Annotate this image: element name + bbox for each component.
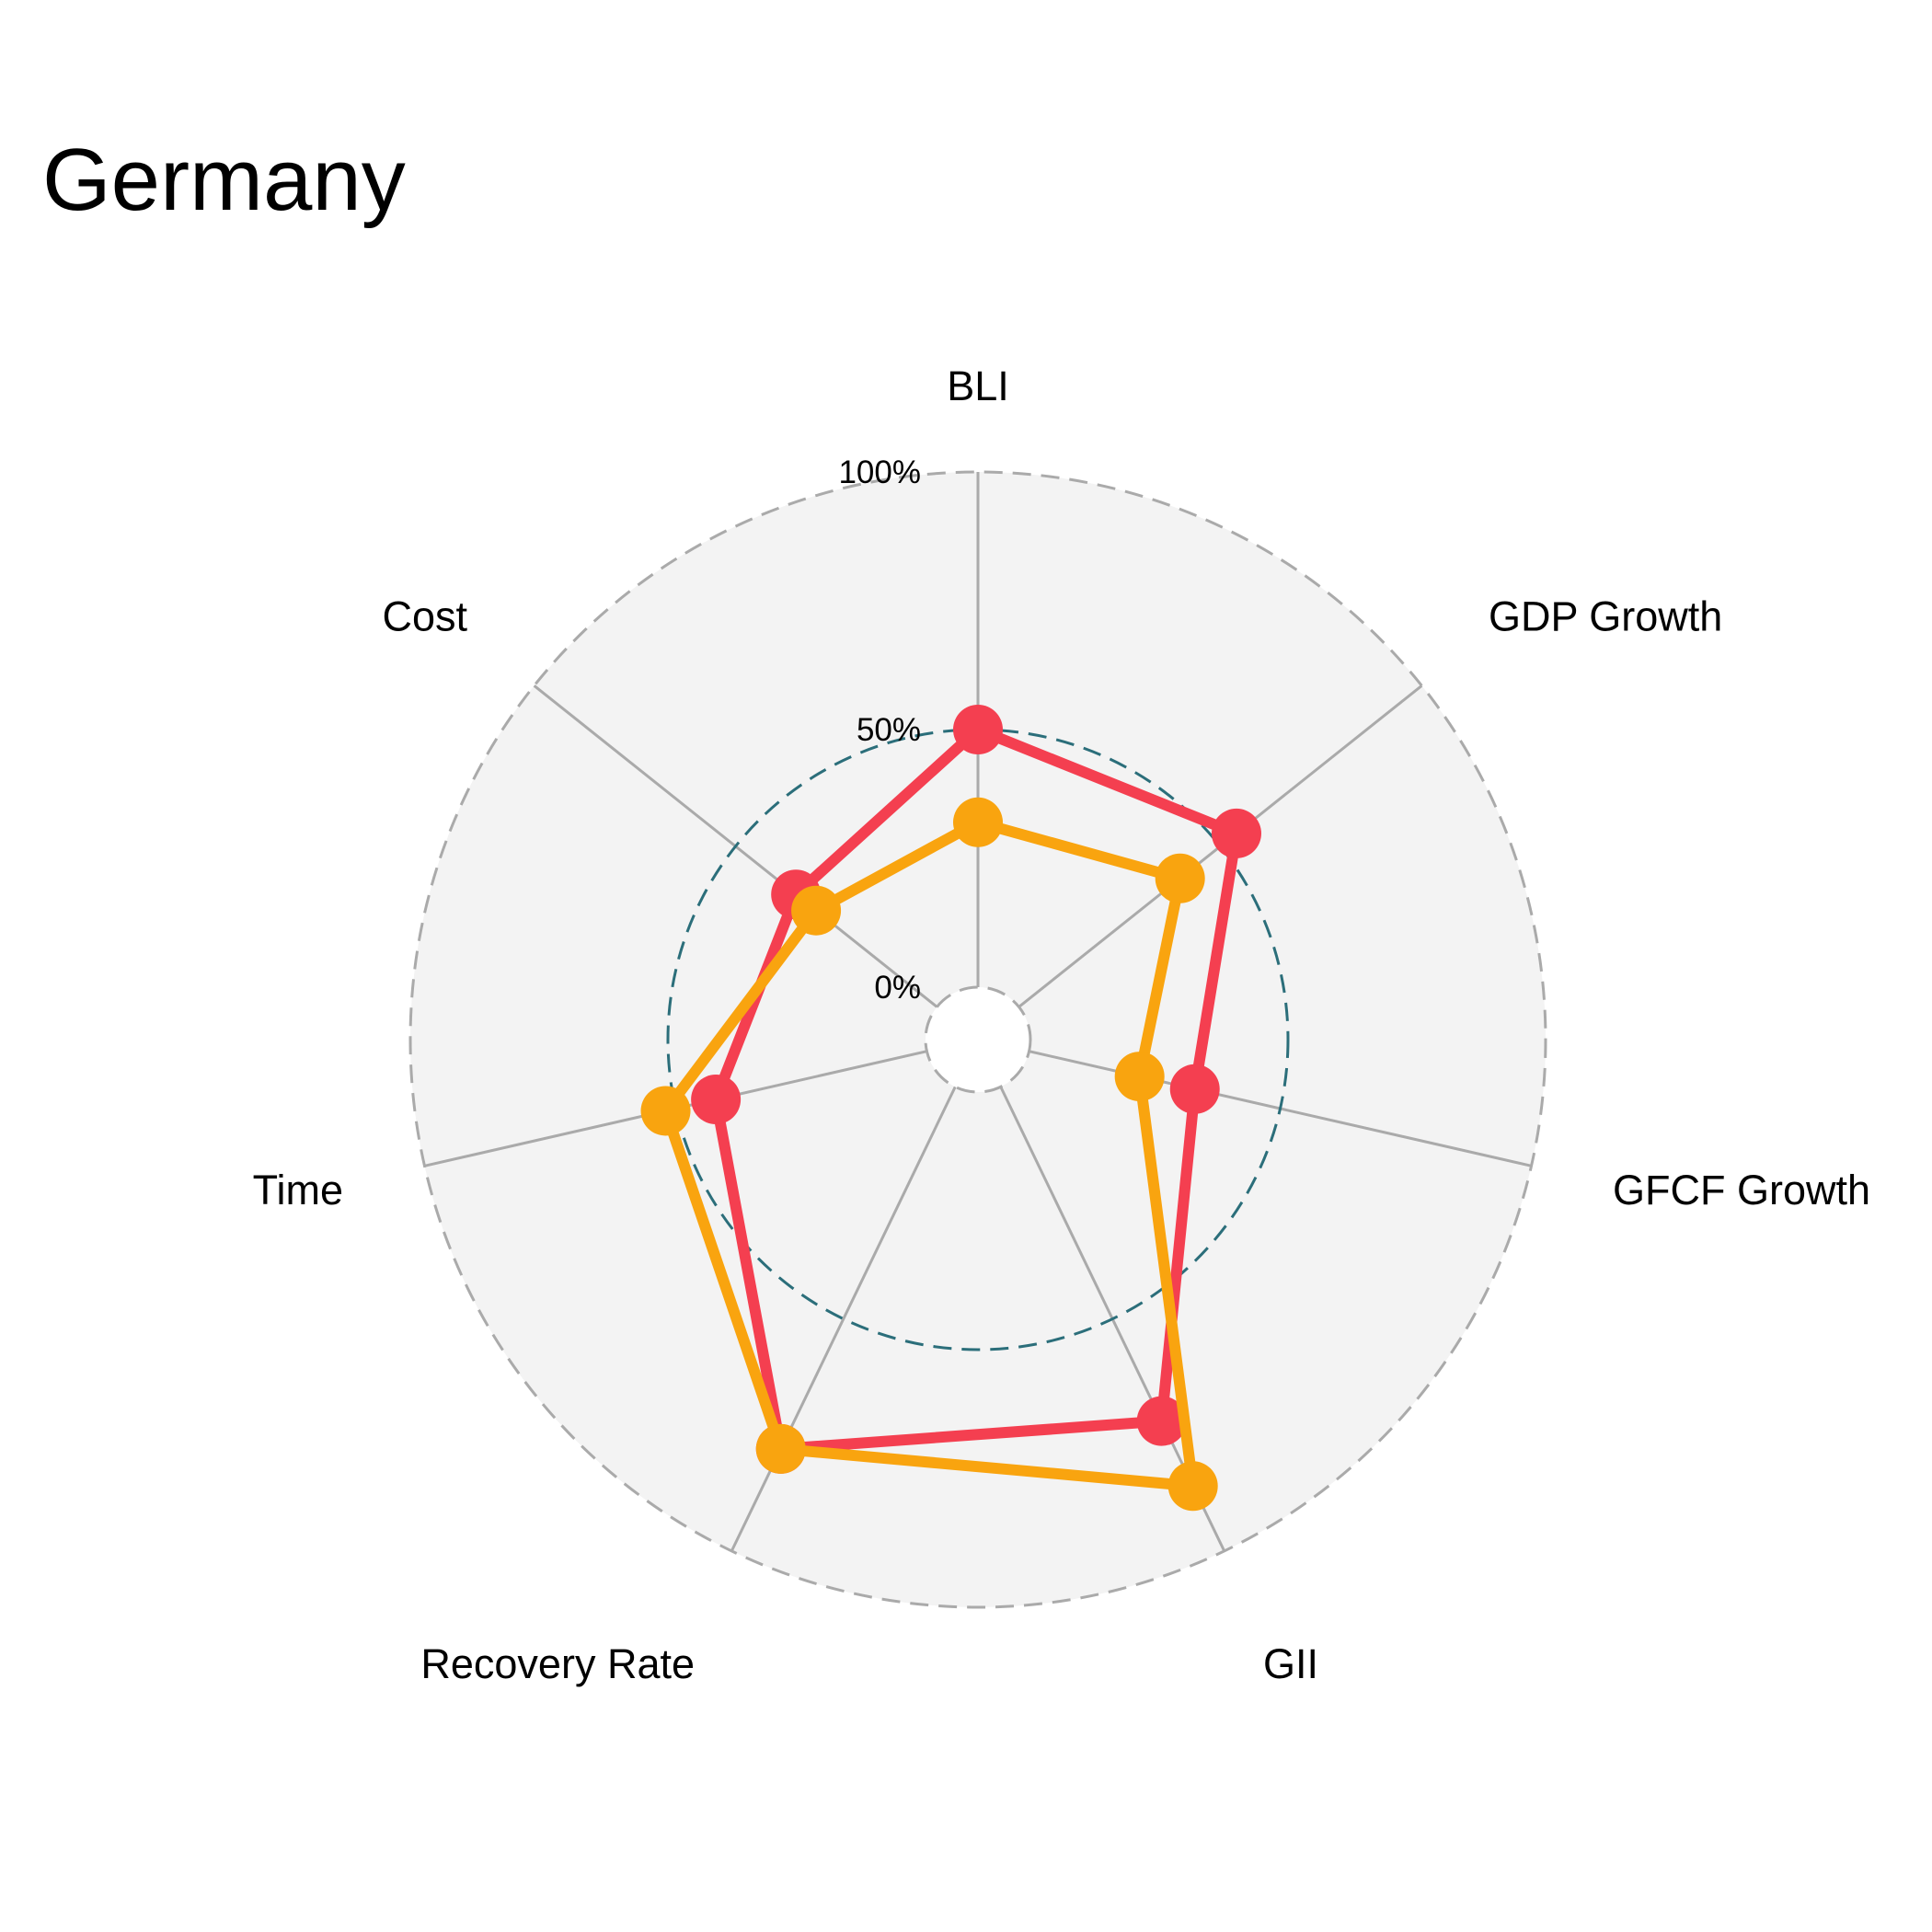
axis-label: BLI [947,362,1009,409]
series-2-point [1155,853,1205,903]
series-1-point [953,705,1003,754]
series-2-point [1167,1461,1218,1512]
radial-tick-labels: 0% 50% 100% [838,454,921,1006]
series-2-point [953,797,1003,847]
axis-label: Recovery Rate [420,1640,695,1687]
series-1-point [1136,1396,1187,1446]
series-2-point [1114,1052,1165,1102]
series-layer [640,705,1261,1512]
axis-label: GII [1263,1640,1318,1687]
outer-grid-circle [408,470,1547,1609]
axis-label: GFCF Growth [1613,1167,1870,1213]
axis-spoke [730,1086,957,1552]
inner-grid-circle [924,985,1032,1094]
series-1-point [1169,1064,1220,1114]
radial-tick-label: 100% [838,454,921,490]
radial-tick-label: 50% [857,712,921,748]
radial-tick-label: 0% [874,970,921,1006]
axis-label: Time [253,1167,343,1213]
series-1-point [1211,808,1261,858]
series-1-line [710,724,1242,1455]
series-2-point [640,1086,691,1136]
series-1-point [691,1075,742,1125]
axis-label: GDP Growth [1489,592,1722,639]
axis-label: Cost [382,592,467,639]
series-2-line [660,816,1199,1492]
page-title: Germany [42,131,406,229]
series-2-point [791,885,842,936]
series-2-point [755,1423,806,1474]
axis-labels: BLI GDP Growth GFCF Growth GII Recovery Rate… [253,362,1870,1687]
